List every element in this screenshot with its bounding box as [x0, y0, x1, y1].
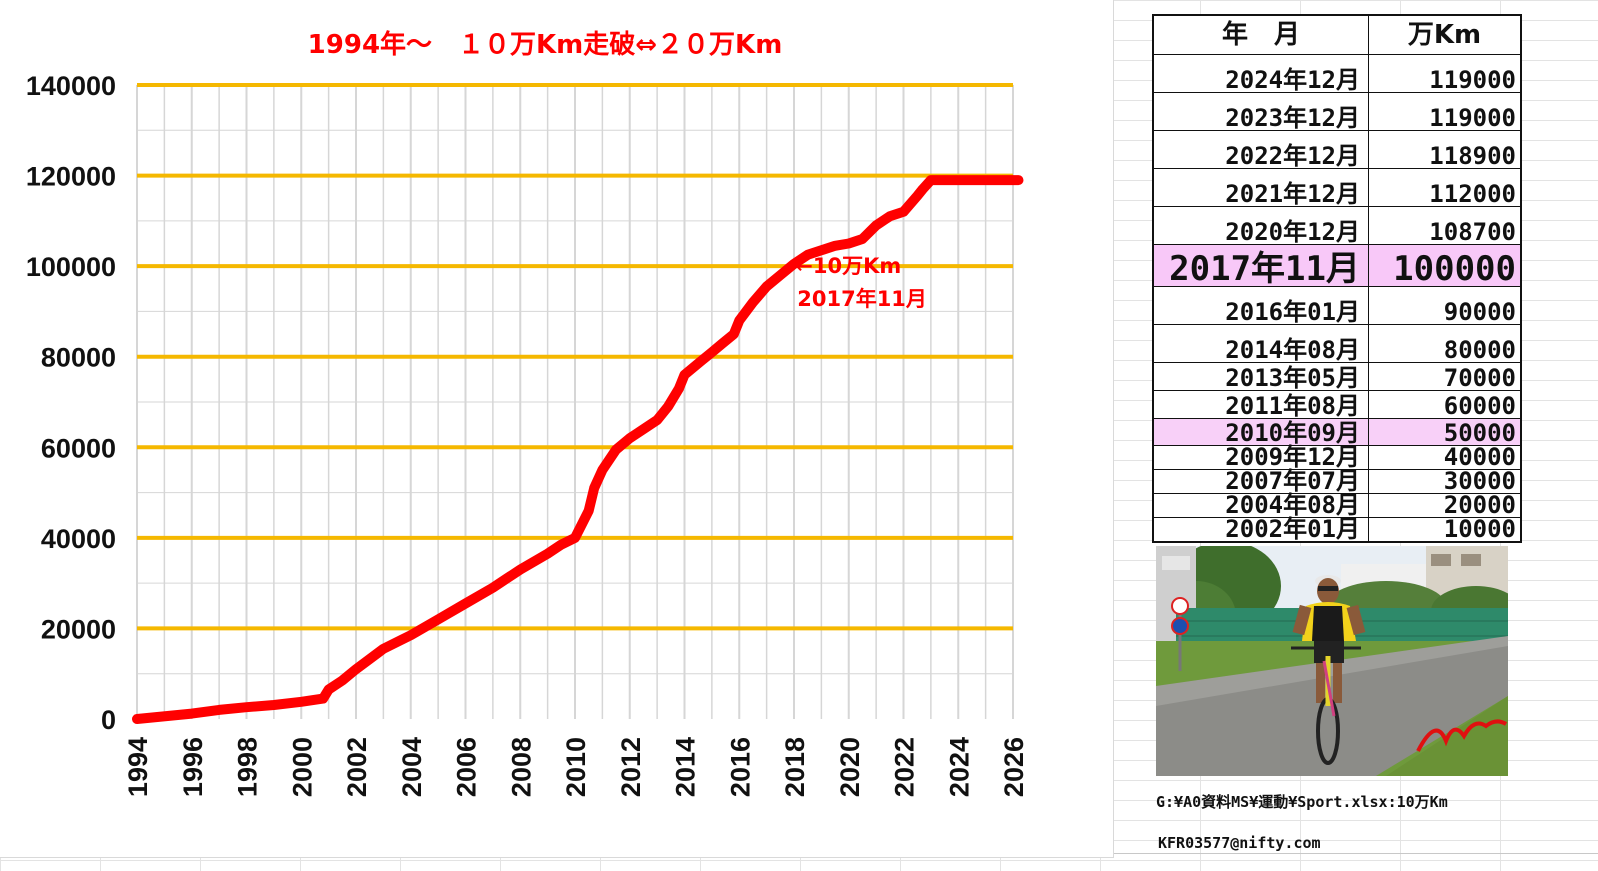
table-row: 2004年08月 20000 [1154, 493, 1520, 517]
distance-cell: 112000 [1429, 180, 1516, 208]
date-cell: 2011年08月 [1154, 391, 1369, 418]
date-cell: 2010年09月 [1154, 419, 1369, 445]
x-tick-label: 2016 [725, 737, 755, 797]
x-tick-label: 2000 [287, 737, 317, 797]
date-cell: 2021年12月 [1154, 169, 1369, 206]
date-cell: 2017年11月 [1154, 245, 1369, 286]
table-row: 2011年08月 60000 [1154, 390, 1520, 418]
distance-cell: 20000 [1443, 491, 1516, 519]
table-row: 2024年12月 119000 [1154, 54, 1520, 92]
table-row: 2016年01月 90000 [1154, 286, 1520, 324]
file-path-caption: G:¥A0資料MS¥運動¥Sport.xlsx:10万Km [1156, 793, 1448, 811]
chart-title: 1994年～ １０万Km走破⇔２０万Km [308, 29, 783, 60]
x-tick-label: 2006 [452, 737, 482, 797]
date-cell: 2007年07月 [1154, 469, 1369, 493]
y-tick-label: 60000 [41, 433, 116, 463]
table-row: 2013年05月 70000 [1154, 362, 1520, 390]
distance-cell: 119000 [1429, 104, 1516, 132]
date-cell: 2016年01月 [1154, 287, 1369, 324]
date-cell: 2023年12月 [1154, 93, 1369, 130]
table-row: 2022年12月 118900 [1154, 130, 1520, 168]
y-tick-label: 140000 [26, 71, 116, 101]
distance-cell: 30000 [1443, 467, 1516, 495]
date-cell: 2014年08月 [1154, 325, 1369, 362]
line-chart: 0 20000 40000 60000 80000 100000 120000 140000 1… [26, 29, 1029, 797]
table-row: 2010年09月 50000 [1154, 418, 1520, 445]
x-tick-label: 2002 [342, 737, 372, 797]
x-tick-label: 2014 [671, 737, 701, 797]
table-row: 2007年07月 30000 [1154, 469, 1520, 493]
date-cell: 年 月 [1154, 16, 1369, 54]
x-tick-label: 2024 [944, 737, 974, 797]
milestone-table: 年 月万Km 2024年12月 119000 2023年12月 119000 2022年1… [1152, 14, 1522, 543]
table-row: 2021年12月 112000 [1154, 168, 1520, 206]
annotation-label: ←10万Km [795, 254, 901, 278]
x-tick-label: 1994 [123, 737, 153, 797]
chart-panel: 0 20000 40000 60000 80000 100000 120000 140000 1… [0, 0, 1114, 858]
distance-cell: 119000 [1429, 66, 1516, 94]
table-row: 2009年12月 40000 [1154, 445, 1520, 469]
table-row: 2014年08月 80000 [1154, 324, 1520, 362]
distance-cell: 40000 [1443, 443, 1516, 471]
x-tick-label: 2026 [999, 737, 1029, 797]
x-tick-label: 2020 [835, 737, 865, 797]
date-cell: 2013年05月 [1154, 363, 1369, 390]
x-tick-label: 1996 [178, 737, 208, 797]
x-tick-label: 2022 [890, 737, 920, 797]
y-tick-label: 100000 [26, 252, 116, 282]
y-tick-label: 0 [101, 705, 116, 735]
date-cell: 2024年12月 [1154, 55, 1369, 92]
table-row: 2002年01月 10000 [1154, 517, 1520, 541]
distance-cell: 80000 [1443, 336, 1516, 364]
x-tick-label: 2004 [397, 737, 427, 797]
distance-cell: 万Km [1407, 20, 1482, 50]
cyclist-photo [1156, 546, 1508, 776]
date-cell: 2009年12月 [1154, 445, 1369, 469]
table-row: 2017年11月 100000 [1154, 244, 1520, 286]
distance-cell: 60000 [1443, 392, 1516, 420]
x-tick-label: 2018 [780, 737, 810, 797]
x-tick-label: 2012 [616, 737, 646, 797]
date-cell: 2020年12月 [1154, 207, 1369, 244]
distance-cell: 118900 [1429, 142, 1516, 170]
email-caption: KFR03577@nifty.com [1158, 834, 1321, 852]
y-tick-label: 80000 [41, 343, 116, 373]
distance-cell: 50000 [1443, 419, 1516, 447]
x-tick-label: 2008 [506, 737, 536, 797]
date-cell: 2002年01月 [1154, 517, 1369, 541]
distance-cell: 10000 [1443, 515, 1516, 543]
date-cell: 2022年12月 [1154, 131, 1369, 168]
y-tick-label: 20000 [41, 614, 116, 644]
x-tick-label: 1998 [233, 737, 263, 797]
series-line [132, 175, 1024, 724]
distance-cell: 90000 [1443, 298, 1516, 326]
y-tick-label: 120000 [26, 162, 116, 192]
distance-cell: 70000 [1443, 364, 1516, 392]
distance-cell: 100000 [1393, 249, 1516, 289]
x-tick-label: 2010 [561, 737, 591, 797]
table-row: 2023年12月 119000 [1154, 92, 1520, 130]
table-row: 2020年12月 108700 [1154, 206, 1520, 244]
y-tick-label: 40000 [41, 524, 116, 554]
table-header-row: 年 月 万Km [1154, 16, 1520, 54]
distance-cell: 108700 [1429, 218, 1516, 246]
date-cell: 2004年08月 [1154, 493, 1369, 517]
annotation-label: 2017年11月 [797, 287, 927, 311]
